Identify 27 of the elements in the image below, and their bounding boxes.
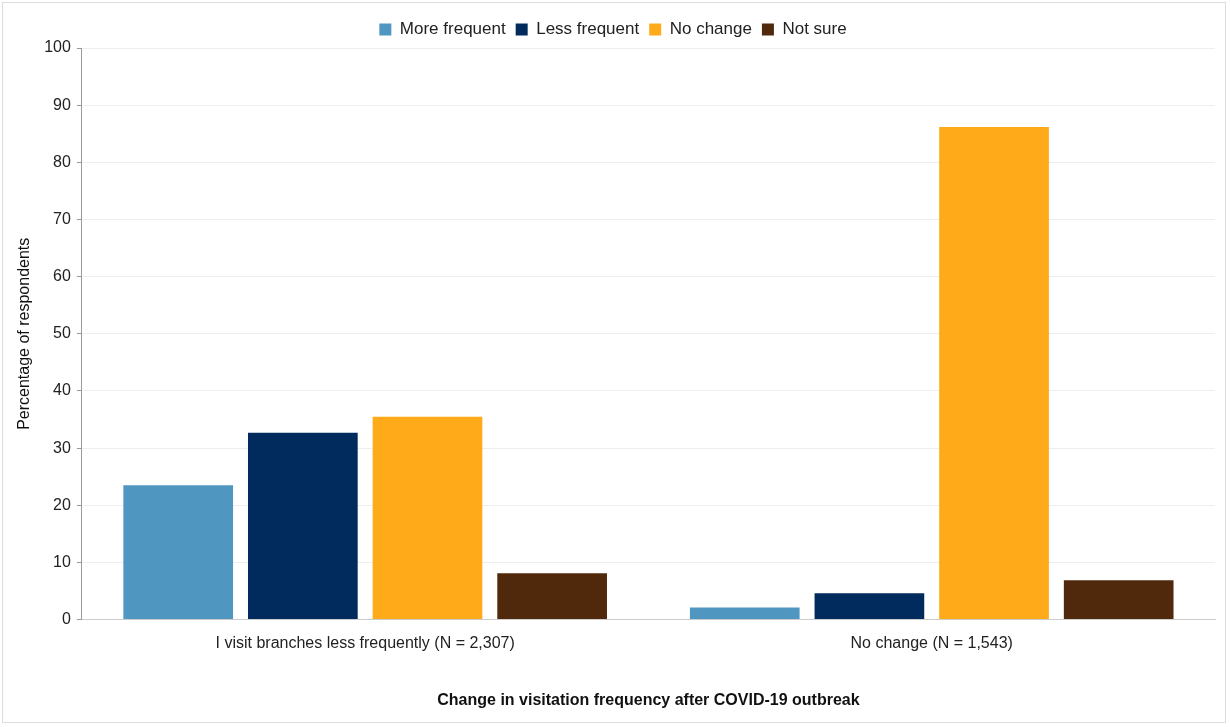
y-tick-label: 80 xyxy=(53,152,71,170)
y-tick-label: 50 xyxy=(53,324,71,342)
legend-label: More frequent xyxy=(399,19,506,39)
legend-label: Less frequent xyxy=(536,19,640,39)
x-axis-title: Change in visitation frequency after COVID-19 outbreak xyxy=(437,690,860,708)
y-tick-label: 20 xyxy=(53,495,71,513)
bar xyxy=(372,416,483,620)
y-tick-label: 70 xyxy=(53,209,71,227)
bar xyxy=(689,607,800,620)
legend-label: Not sure xyxy=(782,19,847,39)
bar xyxy=(1063,580,1174,620)
y-tick-label: 30 xyxy=(53,438,71,456)
bar xyxy=(248,432,358,620)
x-tick-label: I visit branches less frequently (N = 2,307) xyxy=(215,633,515,651)
y-tick-label: 40 xyxy=(53,381,71,399)
y-tick-label: 100 xyxy=(44,38,71,56)
y-tick-label: 90 xyxy=(53,95,71,113)
bar xyxy=(814,593,925,620)
y-tick-label: 10 xyxy=(53,552,71,570)
y-tick-label: 60 xyxy=(53,267,71,285)
y-axis-title: Percentage of respondents xyxy=(15,237,33,430)
bar xyxy=(497,573,607,620)
legend-label: No change xyxy=(669,19,752,39)
bar xyxy=(939,126,1049,620)
y-tick-label: 0 xyxy=(61,610,71,628)
x-tick-label: No change (N = 1,543) xyxy=(850,633,1013,651)
bar xyxy=(123,485,234,620)
